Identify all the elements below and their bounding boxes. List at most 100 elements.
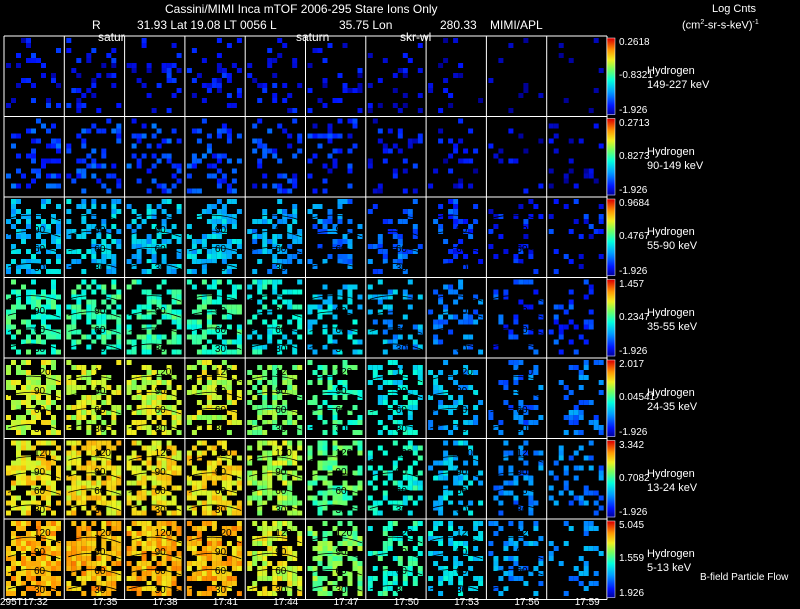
pitch-angle-contour: [128, 391, 182, 399]
data-pixel: [221, 495, 227, 501]
data-pixel: [337, 541, 343, 546]
data-pixel: [216, 334, 222, 340]
colorbar-segment: [607, 508, 615, 510]
data-pixel: [136, 541, 142, 546]
pitch-angle-label: 60: [335, 405, 347, 416]
data-pixel: [287, 546, 293, 551]
data-pixel: [292, 390, 298, 395]
colorbar-segment: [607, 124, 615, 126]
colorbar-segment: [607, 435, 615, 436]
data-pixel: [216, 349, 222, 355]
colorbar-segment: [607, 566, 615, 567]
data-pixel: [46, 183, 51, 189]
data-pixel: [231, 465, 237, 471]
data-pixel: [252, 480, 258, 486]
data-pixel: [307, 173, 313, 179]
data-pixel: [166, 586, 172, 591]
data-pixel: [151, 249, 157, 254]
data-pixel: [101, 430, 107, 435]
data-pixel: [563, 591, 569, 596]
data-pixel: [91, 561, 97, 566]
data-pixel: [156, 334, 162, 340]
data-pixel: [412, 405, 418, 410]
data-pixel: [66, 324, 72, 330]
data-pixel: [372, 319, 378, 325]
pitch-angle-contour: [249, 408, 302, 415]
data-pixel: [397, 239, 403, 244]
data-pixel: [111, 294, 117, 300]
data-pixel: [166, 405, 172, 410]
data-pixel: [407, 58, 413, 63]
colorbar-segment: [607, 112, 615, 113]
data-pixel: [226, 485, 232, 491]
data-pixel: [272, 505, 278, 511]
data-pixel: [428, 183, 434, 189]
data-pixel: [111, 410, 117, 415]
data-pixel: [56, 229, 61, 234]
data-pixel: [317, 410, 323, 415]
data-pixel: [116, 470, 122, 476]
data-pixel: [146, 571, 152, 576]
colorbar-segment: [607, 269, 615, 270]
colorbar-segment: [607, 76, 615, 77]
data-pixel: [322, 591, 328, 596]
data-pixel: [201, 485, 207, 491]
colorbar-segment: [607, 398, 615, 399]
data-pixel: [332, 440, 338, 446]
data-pixel: [91, 314, 97, 320]
data-pixel: [41, 440, 46, 446]
colorbar-segment: [607, 177, 615, 179]
data-pixel: [468, 450, 474, 456]
data-pixel: [191, 324, 197, 330]
data-pixel: [96, 319, 102, 325]
colorbar-segment: [607, 261, 615, 262]
pitch-angle-contour: [188, 552, 242, 560]
data-pixel: [26, 153, 31, 159]
data-pixel: [257, 505, 263, 511]
data-pixel: [277, 329, 283, 335]
data-pixel: [26, 475, 31, 481]
colorbar-segment: [607, 189, 615, 191]
data-pixel: [141, 83, 147, 88]
data-pixel: [583, 455, 589, 461]
data-pixel: [257, 143, 263, 149]
data-pixel: [513, 158, 519, 164]
data-pixel: [16, 521, 21, 526]
data-pixel: [402, 500, 408, 506]
data-pixel: [36, 58, 41, 63]
data-pixel: [111, 420, 117, 425]
data-pixel: [397, 264, 403, 269]
colorbar-segment: [607, 119, 615, 121]
data-pixel: [468, 510, 474, 516]
data-pixel: [176, 334, 182, 340]
data-pixel: [76, 495, 82, 501]
pitch-angle-label: 120: [275, 367, 292, 378]
colorbar-segment: [607, 264, 615, 265]
data-pixel: [171, 521, 177, 526]
data-pixel: [327, 581, 333, 586]
pitch-angle-contour: [490, 424, 543, 431]
data-pixel: [523, 279, 529, 285]
data-pixel: [211, 500, 217, 506]
pitch-angle-contour: [128, 536, 182, 544]
data-pixel: [307, 108, 313, 113]
data-pixel: [367, 83, 373, 88]
data-pixel: [221, 224, 227, 229]
pitch-angle-contour: [128, 295, 182, 302]
data-pixel: [433, 536, 439, 541]
colorbar-segment: [607, 105, 615, 106]
data-pixel: [91, 244, 97, 249]
data-pixel: [41, 199, 46, 204]
data-pixel: [563, 480, 569, 486]
colorbar-segment: [607, 360, 615, 361]
data-pixel: [357, 224, 363, 229]
data-pixel: [106, 480, 112, 486]
data-pixel: [473, 415, 479, 420]
data-pixel: [206, 349, 212, 355]
data-pixel: [523, 234, 529, 239]
data-pixel: [206, 143, 212, 149]
data-pixel: [252, 183, 258, 189]
colorbar-segment: [607, 309, 615, 311]
data-pixel: [236, 566, 242, 571]
colorbar-segment: [607, 111, 615, 112]
